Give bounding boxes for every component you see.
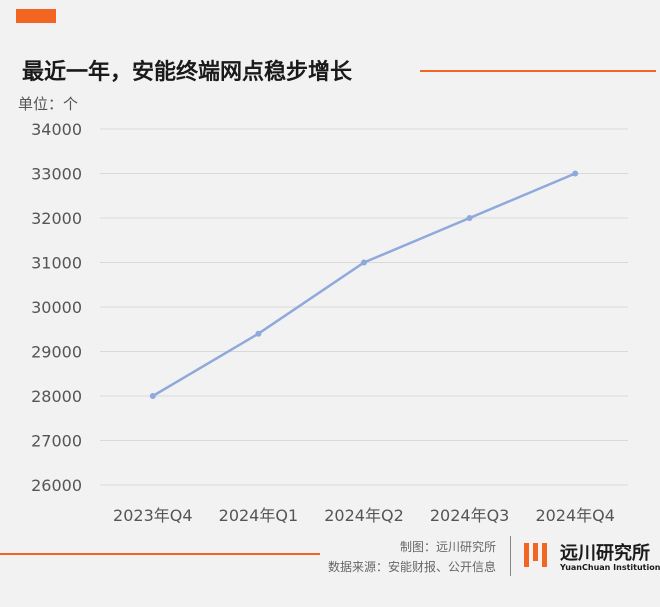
- data-point: [466, 215, 473, 221]
- x-tick-label: 2023年Q4: [113, 506, 193, 525]
- logo-name: 远川研究所: [560, 543, 650, 564]
- y-tick-label: 27000: [31, 432, 82, 451]
- logo-name-en: YuanChuan Institution: [560, 563, 660, 572]
- footer-accent-line: [0, 553, 320, 555]
- y-tick-label: 29000: [31, 343, 82, 362]
- data-point: [149, 393, 156, 399]
- y-tick-label: 26000: [31, 476, 82, 495]
- accent-bar: [16, 9, 56, 23]
- series-line: [152, 172, 576, 398]
- series-group: [149, 170, 579, 399]
- y-tick-label: 31000: [31, 254, 82, 273]
- y-tick-label: 34000: [31, 120, 82, 139]
- data-source: 数据来源：安能财报、公开信息: [327, 560, 496, 574]
- logo-mark-icon: [524, 543, 547, 567]
- y-tick-labels: 26000 27000 28000 29000 30000 31000 32000 33000…: [31, 120, 82, 495]
- gridlines: [100, 128, 628, 486]
- y-unit-label: 单位：个: [18, 95, 79, 113]
- y-tick-label: 32000: [31, 209, 82, 228]
- x-tick-label: 2024年Q4: [535, 506, 615, 525]
- data-point: [255, 330, 262, 337]
- data-point: [572, 170, 579, 177]
- data-point: [361, 259, 367, 266]
- footer-divider: [510, 536, 511, 576]
- chart-title: 最近一年，安能终端网点稳步增长: [22, 60, 353, 85]
- y-tick-label: 33000: [31, 165, 82, 184]
- x-tick-label: 2024年Q1: [219, 506, 299, 525]
- line-chart: 26000 27000 28000 29000 30000 31000 32000 33000…: [31, 120, 628, 525]
- x-tick-labels: 2023年Q4 2024年Q1 2024年Q2 2024年Q3 2024年Q4: [113, 506, 615, 525]
- x-tick-label: 2024年Q3: [430, 506, 510, 525]
- y-tick-label: 30000: [31, 298, 82, 317]
- chart-credit: 制图：远川研究所: [399, 540, 496, 554]
- x-tick-label: 2024年Q2: [324, 506, 404, 525]
- y-tick-label: 28000: [31, 387, 82, 406]
- title-accent-line: [420, 70, 656, 72]
